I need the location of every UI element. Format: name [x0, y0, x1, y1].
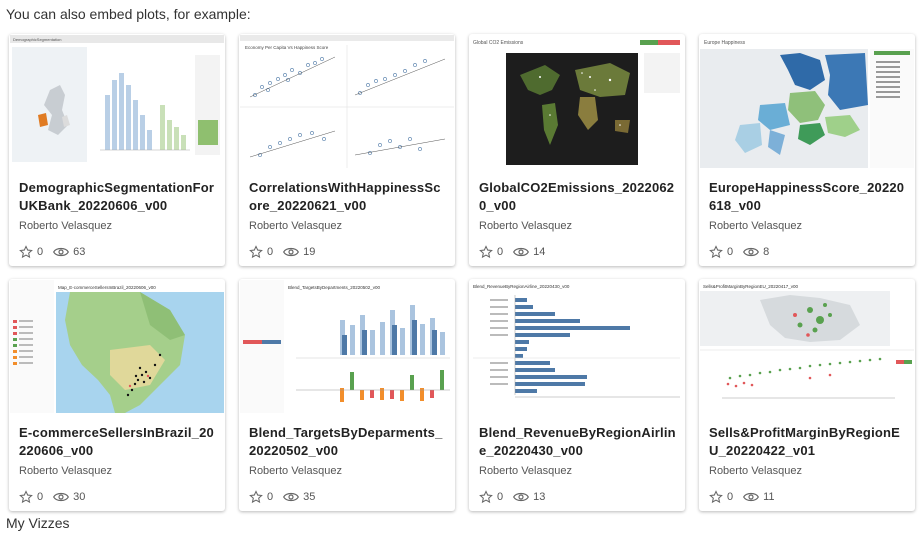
svg-text:Europe Happiness: Europe Happiness: [704, 40, 746, 46]
viz-title[interactable]: Sells&ProfitMarginByRegionEU_20220422_v0…: [709, 425, 901, 458]
viz-thumbnail[interactable]: Sells&ProfitMarginByRegionEU_20220417_v0…: [700, 280, 914, 413]
star-icon: [709, 490, 723, 504]
viz-card[interactable]: Europe Happiness EuropeHappinessScore_20…: [699, 34, 915, 266]
views-count: 19: [303, 246, 316, 258]
viz-card[interactable]: DemographicSegmentation: [9, 34, 225, 266]
views-count: 35: [303, 491, 316, 503]
viz-author[interactable]: Roberto Velasquez: [19, 220, 112, 232]
views-count: 30: [73, 491, 86, 503]
viz-card[interactable]: Blend_TargetsByDepartments_20220502_v00: [239, 279, 455, 511]
eye-icon: [283, 492, 300, 502]
favorites-count: 0: [727, 491, 734, 503]
eye-icon: [513, 247, 530, 257]
favorites-count: 0: [497, 491, 504, 503]
viz-title[interactable]: E-commerceSellersInBrazil_20220606_v00: [19, 425, 214, 458]
favorites-stat[interactable]: 0: [479, 245, 503, 259]
views-stat: 11: [743, 491, 775, 503]
intro-text: You can also embed plots, for example:: [6, 6, 251, 22]
star-icon: [19, 245, 33, 259]
viz-card[interactable]: Map_E-commerceSellersInBrazil_20220606_v…: [9, 279, 225, 511]
viz-stats: 0 35: [249, 489, 325, 505]
star-icon: [249, 245, 263, 259]
viz-author[interactable]: Roberto Velasquez: [709, 465, 802, 477]
viz-stats: 0 8: [709, 244, 779, 260]
eye-icon: [513, 492, 530, 502]
star-icon: [479, 490, 493, 504]
svg-text:Blend_RevenueByRegionAirline_2: Blend_RevenueByRegionAirline_20220430_v0…: [473, 284, 570, 289]
favorites-stat[interactable]: 0: [709, 245, 733, 259]
favorites-stat[interactable]: 0: [249, 490, 273, 504]
viz-thumbnail[interactable]: DemographicSegmentation: [10, 35, 224, 168]
viz-author[interactable]: Roberto Velasquez: [19, 465, 112, 477]
favorites-stat[interactable]: 0: [19, 245, 43, 259]
svg-text:DemographicSegmentation: DemographicSegmentation: [13, 37, 61, 42]
viz-title[interactable]: Blend_RevenueByRegionAirline_20220430_v0…: [479, 425, 676, 458]
viz-author[interactable]: Roberto Velasquez: [479, 465, 572, 477]
favorites-count: 0: [37, 491, 44, 503]
eye-icon: [53, 247, 70, 257]
star-icon: [479, 245, 493, 259]
viz-author[interactable]: Roberto Velasquez: [249, 220, 342, 232]
viz-stats: 0 11: [709, 489, 785, 505]
eye-icon: [743, 492, 760, 502]
views-count: 11: [763, 491, 775, 503]
viz-stats: 0 14: [479, 244, 555, 260]
viz-author[interactable]: Roberto Velasquez: [479, 220, 572, 232]
views-stat: 63: [53, 246, 85, 258]
viz-author[interactable]: Roberto Velasquez: [249, 465, 342, 477]
viz-card[interactable]: Sells&ProfitMarginByRegionEU_20220417_v0…: [699, 279, 915, 511]
views-count: 63: [73, 246, 86, 258]
views-stat: 13: [513, 491, 545, 503]
views-stat: 19: [283, 246, 315, 258]
viz-title[interactable]: Blend_TargetsByDeparments_20220502_v00: [249, 425, 443, 458]
star-icon: [709, 245, 723, 259]
favorites-stat[interactable]: 0: [479, 490, 503, 504]
eye-icon: [283, 247, 300, 257]
viz-title[interactable]: CorrelationsWithHappinessScore_20220621_…: [249, 180, 441, 213]
favorites-stat[interactable]: 0: [709, 490, 733, 504]
svg-text:Economy Per Capita Vs Happines: Economy Per Capita Vs Happiness Score: [245, 45, 329, 50]
viz-card[interactable]: Economy Per Capita Vs Happiness Score: [239, 34, 455, 266]
viz-card[interactable]: Blend_RevenueByRegionAirline_20220430_v0…: [469, 279, 685, 511]
viz-stats: 0 30: [19, 489, 95, 505]
views-stat: 8: [743, 246, 769, 258]
svg-text:Sells&ProfitMarginByRegionEU_2: Sells&ProfitMarginByRegionEU_20220417_v0…: [703, 284, 799, 289]
views-stat: 30: [53, 491, 85, 503]
svg-text:Blend_TargetsByDepartments_202: Blend_TargetsByDepartments_20220502_v00: [288, 285, 381, 290]
viz-stats: 0 63: [19, 244, 95, 260]
views-count: 14: [533, 246, 546, 258]
viz-thumbnail[interactable]: Europe Happiness: [700, 35, 914, 168]
viz-thumbnail[interactable]: Blend_RevenueByRegionAirline_20220430_v0…: [470, 280, 684, 413]
views-count: 13: [533, 491, 546, 503]
viz-title[interactable]: GlobalCO2Emissions_20220620_v00: [479, 180, 675, 213]
views-stat: 35: [283, 491, 315, 503]
viz-author[interactable]: Roberto Velasquez: [709, 220, 802, 232]
viz-thumbnail[interactable]: Global CO2 Emissions: [470, 35, 684, 168]
viz-stats: 0 19: [249, 244, 325, 260]
star-icon: [249, 490, 263, 504]
svg-text:Map_E-commerceSellersInBrazil_: Map_E-commerceSellersInBrazil_20220606_v…: [58, 285, 156, 290]
viz-thumbnail[interactable]: Economy Per Capita Vs Happiness Score: [240, 35, 454, 168]
eye-icon: [743, 247, 760, 257]
viz-thumbnail[interactable]: Blend_TargetsByDepartments_20220502_v00: [240, 280, 454, 413]
my-vizzes-heading: My Vizzes: [6, 515, 70, 531]
favorites-stat[interactable]: 0: [19, 490, 43, 504]
viz-card[interactable]: Global CO2 Emissions GlobalCO2Emissions_…: [469, 34, 685, 266]
viz-title[interactable]: DemographicSegmentationForUKBank_2022060…: [19, 180, 215, 213]
favorites-stat[interactable]: 0: [249, 245, 273, 259]
views-stat: 14: [513, 246, 545, 258]
viz-stats: 0 13: [479, 489, 555, 505]
favorites-count: 0: [267, 246, 274, 258]
favorites-count: 0: [497, 246, 504, 258]
favorites-count: 0: [37, 246, 44, 258]
favorites-count: 0: [267, 491, 274, 503]
svg-text:Global CO2 Emissions: Global CO2 Emissions: [473, 40, 524, 46]
viz-thumbnail[interactable]: Map_E-commerceSellersInBrazil_20220606_v…: [10, 280, 224, 413]
star-icon: [19, 490, 33, 504]
eye-icon: [53, 492, 70, 502]
favorites-count: 0: [727, 246, 734, 258]
views-count: 8: [763, 246, 770, 258]
viz-title[interactable]: EuropeHappinessScore_20220618_v00: [709, 180, 905, 213]
